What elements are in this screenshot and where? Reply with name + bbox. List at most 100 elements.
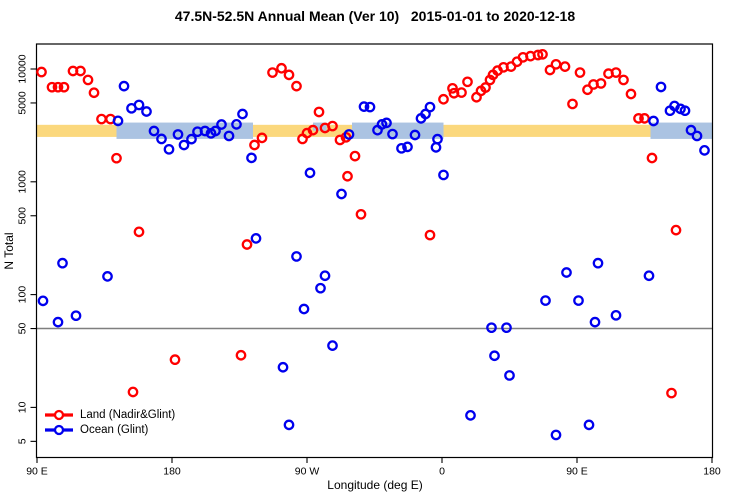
scatter-point-ocean [610, 309, 622, 321]
scatter-point-ocean [465, 410, 476, 421]
scatter-point-ocean [141, 106, 152, 117]
scatter-point-land [666, 387, 677, 399]
x-tick-label: 90 E [566, 466, 588, 478]
scatter-point-land [438, 93, 449, 105]
scatter-point-land [276, 62, 287, 74]
scatter-point-land [169, 354, 181, 366]
scatter-point-land [625, 88, 637, 100]
scatter-point-land [537, 48, 548, 60]
scatter-point-ocean [231, 119, 242, 130]
scatter-point-ocean [589, 316, 601, 328]
scatter-point-ocean [57, 257, 68, 269]
scatter-point-ocean [102, 271, 113, 282]
scatter-point-land [267, 67, 278, 78]
scatter-point-ocean [430, 142, 442, 153]
scatter-point-land [567, 98, 578, 110]
scatter-point-land [456, 87, 467, 98]
scatter-point-land [447, 82, 458, 94]
scatter-point-ocean [501, 322, 512, 334]
scatter-point-ocean [540, 295, 551, 306]
x-tick-label: 90 W [295, 466, 320, 478]
scatter-point-land [75, 65, 86, 77]
scatter-point-ocean [186, 133, 197, 145]
ocean-band-segment [650, 122, 712, 139]
y-tick-label: 500 [17, 207, 29, 225]
x-axis-title: Longitude (deg E) [327, 478, 423, 492]
y-axis-title: N Total [2, 232, 16, 270]
scatter-point-ocean [298, 303, 310, 315]
scatter-point-ocean [327, 340, 338, 351]
legend-marker-ocean-icon [45, 424, 73, 435]
ocean-band-segment [352, 122, 444, 139]
scatter-point-ocean [364, 101, 376, 113]
scatter-point-land [532, 49, 544, 61]
scatter-point-land [355, 208, 367, 220]
scatter-point-ocean [489, 350, 500, 362]
scatter-point-land [36, 66, 47, 78]
scatter-point-ocean [210, 125, 221, 137]
scatter-point-land [235, 349, 247, 361]
x-tick-label: 0 [439, 466, 445, 478]
scatter-point-ocean [438, 169, 449, 181]
scatter-point-land [133, 226, 145, 238]
scatter-point-land [307, 124, 319, 136]
scatter-point-land [58, 81, 70, 93]
scatter-point-land [334, 134, 346, 146]
scatter-point-ocean [550, 429, 562, 441]
scatter-point-ocean [283, 419, 295, 431]
scatter-point-ocean [573, 295, 584, 306]
scatter-point-ocean [643, 270, 655, 282]
scatter-point-ocean [172, 129, 184, 140]
scatter-point-land [46, 81, 58, 93]
scatter-point-ocean [246, 152, 257, 164]
scatter-point-ocean [156, 133, 167, 145]
scatter-point-ocean [685, 124, 697, 136]
scatter-point-ocean [424, 101, 436, 113]
scatter-point-ocean [291, 251, 302, 262]
scatter-point-ocean [655, 81, 667, 93]
scatter-point-ocean [112, 115, 124, 127]
scatter-point-land [618, 74, 629, 86]
scatter-point-ocean [133, 99, 145, 111]
scatter-point-ocean [118, 80, 130, 92]
scatter-point-land [342, 170, 353, 182]
scatter-point-ocean [679, 105, 691, 117]
scatter-point-ocean [304, 167, 316, 179]
scatter-point-land [582, 84, 593, 96]
x-tick-label: 180 [163, 466, 181, 478]
y-tick-label: 5 [17, 438, 29, 444]
y-tick-label: 1000 [17, 170, 29, 194]
scatter-point-ocean [199, 125, 211, 137]
ocean-band-segment [313, 122, 327, 131]
scatter-point-ocean [277, 361, 289, 373]
scatter-point-ocean [402, 141, 413, 153]
scatter-point-land [96, 113, 107, 125]
scatter-point-land [88, 87, 100, 99]
legend: Land (Nadir&Glint) Ocean (Glint) [44, 407, 175, 437]
legend-label-ocean: Ocean (Glint) [80, 423, 149, 436]
scatter-point-ocean [343, 129, 355, 140]
scatter-point-ocean [504, 370, 515, 381]
legend-marker-land-icon [45, 409, 73, 420]
scatter-point-land [610, 67, 622, 78]
scatter-point-ocean [387, 128, 398, 140]
y-tick-label: 50 [17, 323, 29, 335]
scatter-point-ocean [52, 316, 64, 328]
scatter-point-land [559, 61, 571, 72]
scatter-point-land [283, 69, 295, 81]
scatter-point-ocean [216, 119, 227, 130]
legend-item-ocean: Ocean (Glint) [44, 422, 175, 437]
scatter-point-land [127, 386, 139, 398]
scatter-point-land [111, 152, 122, 164]
scatter-point-land [327, 120, 338, 132]
y-tick-label: 100 [17, 286, 29, 304]
scatter-point-land [349, 150, 361, 162]
scatter-point-ocean [699, 145, 710, 156]
scatter-point-ocean [319, 270, 331, 282]
y-tick-label: 10 [17, 401, 29, 413]
scatter-point-land [313, 106, 325, 118]
scatter-point-ocean [223, 130, 235, 142]
y-tick-label: 10000 [17, 54, 29, 83]
scatter-point-land [544, 64, 556, 76]
